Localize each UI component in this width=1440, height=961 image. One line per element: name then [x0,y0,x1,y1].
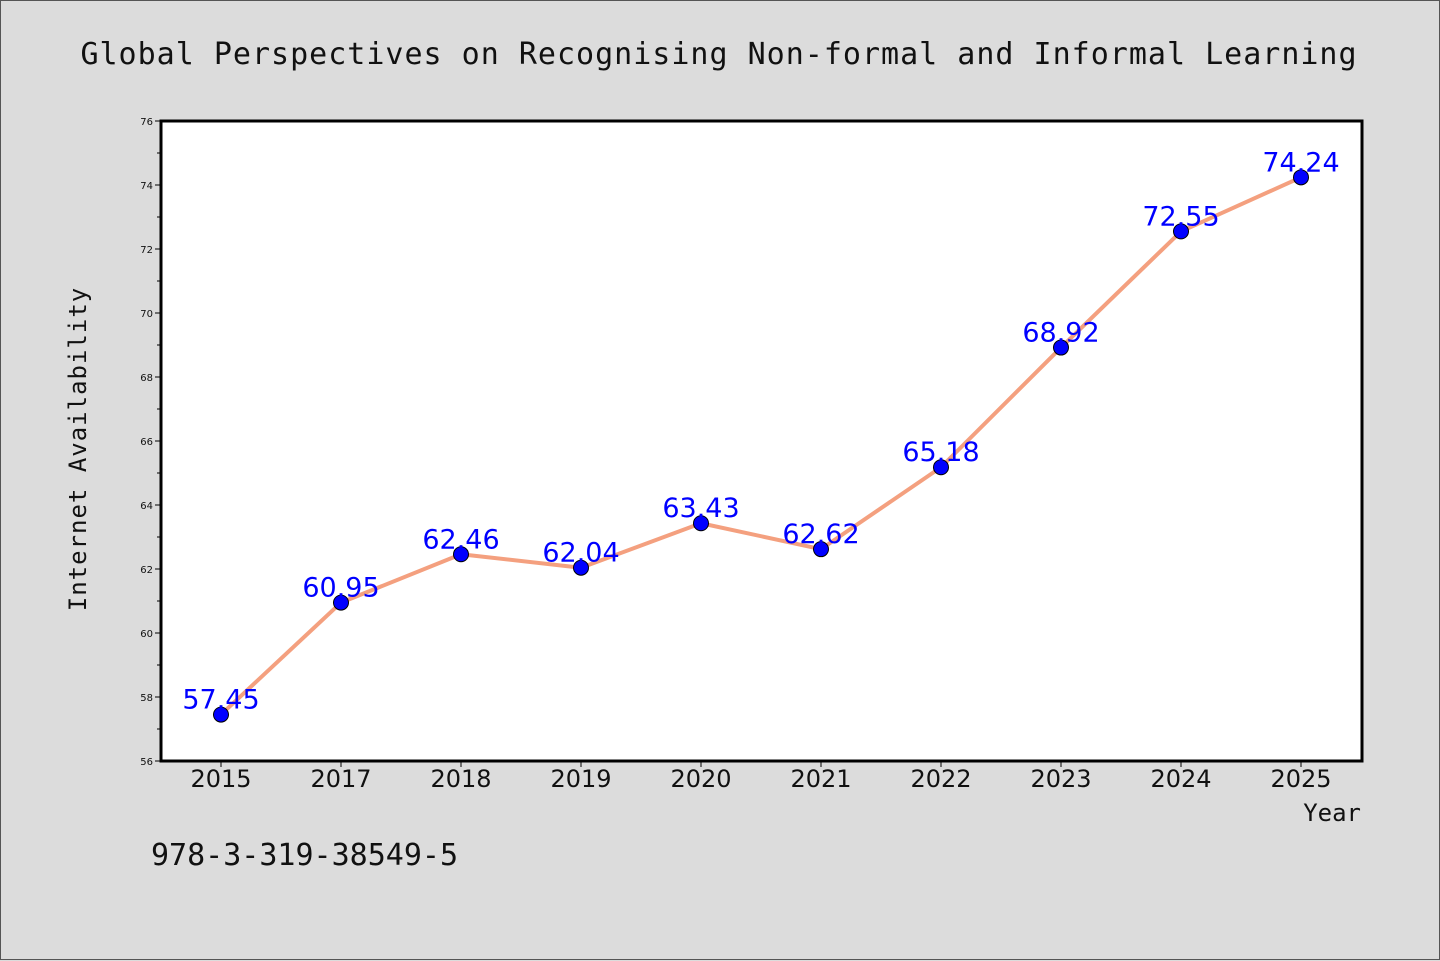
y-tick-label: 66 [140,437,153,448]
x-axis-ticks: 2015 2017 2018 2019 2020 2021 2022 2023 2024 2025 [190,761,1332,793]
data-label: 62.04 [542,538,619,569]
data-label: 62.62 [782,519,859,550]
x-axis-label: Year [1303,799,1361,827]
data-point [213,706,229,723]
data-label: 60.95 [302,573,379,604]
y-axis-label: Internet Availability [64,287,92,611]
y-tick-label: 68 [140,373,153,384]
y-tick-label: 76 [140,117,153,128]
x-tick-label: 2021 [790,765,851,793]
data-label: 63.43 [662,493,739,524]
x-tick-label: 2020 [670,765,731,793]
data-label: 65.18 [902,437,979,468]
y-tick-label: 58 [140,693,153,704]
data-label: 72.55 [1142,201,1219,232]
y-axis-ticks: 56 58 60 62 64 66 68 70 72 74 76 [140,117,161,768]
plot-area [159,119,1364,763]
x-tick-label: 2018 [430,765,491,793]
data-label: 62.46 [422,524,499,555]
data-point [333,594,349,611]
y-tick-label: 70 [140,309,153,320]
x-tick-label: 2015 [190,765,251,793]
data-point [453,546,469,563]
y-tick-label: 60 [140,629,153,640]
x-tick-label: 2024 [1150,765,1211,793]
data-point [1173,223,1189,240]
data-point [693,515,709,532]
y-tick-label: 62 [140,565,153,576]
x-tick-label: 2019 [550,765,611,793]
isbn-text: 978-3-319-38549-5 [151,838,458,873]
data-point [813,541,829,558]
series-line [219,175,1302,717]
x-tick-label: 2017 [310,765,371,793]
y-tick-label: 72 [140,245,153,256]
data-point [1293,169,1309,186]
chart-title: Global Perspectives on Recognising Non-f… [80,37,1357,72]
y-tick-label: 74 [140,181,153,192]
data-point [1053,339,1069,356]
data-label: 74.24 [1262,147,1339,178]
data-label: 57.45 [182,685,259,716]
data-point [573,559,589,576]
series-group: 57.45 60.95 62.46 62.04 63.43 62.62 65.18 68.92… [182,147,1340,723]
data-point [933,459,949,476]
y-tick-label: 56 [140,757,153,768]
data-label: 68.92 [1022,318,1099,349]
x-tick-label: 2022 [910,765,971,793]
x-tick-label: 2023 [1030,765,1091,793]
y-tick-label: 64 [140,501,153,512]
x-tick-label: 2025 [1270,765,1331,793]
